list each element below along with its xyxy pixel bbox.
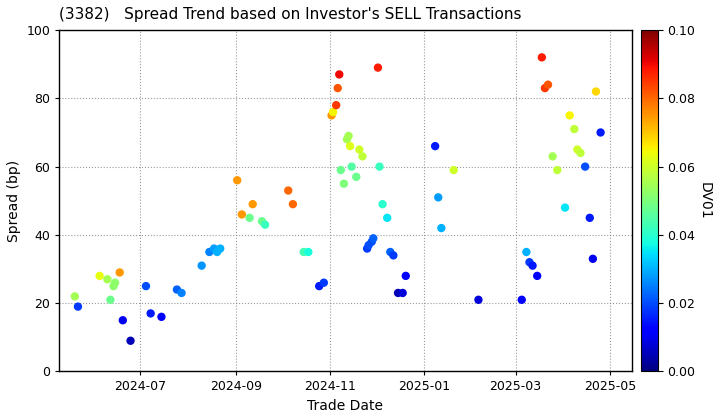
Point — [472, 297, 484, 303]
Point — [397, 289, 408, 296]
Point — [523, 259, 535, 265]
Point — [302, 249, 314, 255]
Point — [552, 167, 563, 173]
Point — [313, 283, 325, 289]
Point — [332, 85, 343, 92]
Point — [384, 249, 396, 255]
Point — [572, 146, 583, 153]
Point — [559, 204, 571, 211]
Point — [595, 129, 606, 136]
Point — [361, 245, 373, 252]
Point — [104, 297, 116, 303]
Point — [176, 289, 187, 296]
Point — [377, 201, 388, 207]
Point — [387, 252, 399, 259]
Text: (3382)   Spread Trend based on Investor's SELL Transactions: (3382) Spread Trend based on Investor's … — [60, 7, 522, 22]
Point — [527, 262, 539, 269]
Point — [356, 153, 368, 160]
Point — [542, 81, 554, 88]
Point — [366, 239, 377, 245]
Point — [140, 283, 152, 289]
Point — [328, 109, 339, 116]
Point — [536, 54, 548, 61]
Point — [204, 249, 215, 255]
Point — [590, 88, 602, 95]
Point — [298, 249, 310, 255]
Point — [102, 276, 113, 283]
Point — [344, 143, 356, 150]
Point — [72, 303, 84, 310]
Point — [333, 71, 345, 78]
Point — [330, 102, 342, 108]
Point — [429, 143, 441, 150]
Point — [400, 273, 412, 279]
Point — [108, 283, 120, 289]
Point — [231, 177, 243, 184]
Point — [318, 279, 330, 286]
Point — [433, 194, 444, 201]
Point — [338, 180, 350, 187]
Point — [247, 201, 258, 207]
Point — [569, 126, 580, 132]
Point — [256, 218, 268, 225]
Point — [145, 310, 156, 317]
Point — [584, 215, 595, 221]
Point — [125, 337, 136, 344]
X-axis label: Trade Date: Trade Date — [307, 399, 384, 413]
Point — [335, 167, 346, 173]
Point — [382, 215, 393, 221]
Point — [392, 289, 404, 296]
Point — [580, 163, 591, 170]
Point — [374, 163, 385, 170]
Point — [244, 215, 256, 221]
Point — [531, 273, 543, 279]
Point — [236, 211, 248, 218]
Point — [354, 146, 365, 153]
Point — [521, 249, 532, 255]
Point — [156, 313, 167, 320]
Point — [575, 150, 586, 156]
Point — [516, 297, 528, 303]
Point — [564, 112, 575, 119]
Point — [325, 112, 337, 119]
Point — [539, 85, 551, 92]
Y-axis label: DV01: DV01 — [698, 182, 712, 220]
Point — [117, 317, 129, 324]
Y-axis label: Spread (bp): Spread (bp) — [7, 160, 21, 242]
Point — [343, 133, 354, 139]
Point — [215, 245, 226, 252]
Point — [114, 269, 125, 276]
Point — [547, 153, 559, 160]
Point — [282, 187, 294, 194]
Point — [363, 242, 374, 249]
Point — [259, 221, 271, 228]
Point — [287, 201, 299, 207]
Point — [351, 173, 362, 180]
Point — [69, 293, 81, 300]
Point — [448, 167, 459, 173]
Point — [372, 64, 384, 71]
Point — [341, 136, 353, 143]
Point — [208, 245, 220, 252]
Point — [109, 279, 121, 286]
Point — [196, 262, 207, 269]
Point — [367, 235, 379, 242]
Point — [587, 255, 598, 262]
Point — [94, 273, 105, 279]
Point — [346, 163, 357, 170]
Point — [171, 286, 183, 293]
Point — [436, 225, 447, 231]
Point — [212, 249, 223, 255]
